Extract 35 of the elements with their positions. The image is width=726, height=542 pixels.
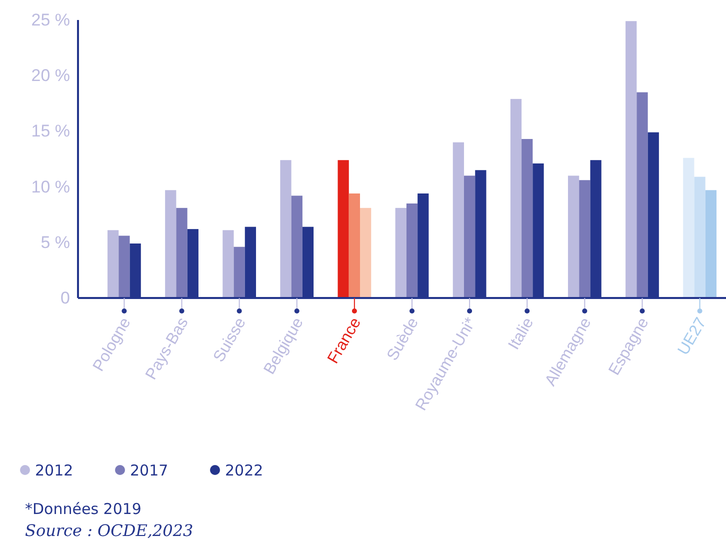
legend-label: 2012 [35,462,74,480]
bar [165,190,176,298]
legend-label: 2017 [130,462,168,480]
bar [291,196,302,298]
bar [626,21,637,298]
bar [280,160,292,298]
y-tick-label: 5 % [40,232,70,252]
bar [705,190,716,298]
bar [176,208,188,298]
bar [510,98,522,298]
bar [452,142,464,298]
y-tick-label: 20 % [31,66,70,86]
y-tick-label: 10 % [31,177,70,196]
bar [234,246,245,298]
bar [683,158,694,298]
bar [222,230,234,298]
y-tick-label: 25 % [31,10,70,30]
bar [348,193,360,298]
bar [360,208,372,298]
bar [338,160,349,298]
legend-label: 2022 [225,462,264,480]
bar [118,236,130,298]
bar [636,92,648,298]
y-tick-label: 0 [60,288,70,308]
bar [406,203,418,298]
bar [579,180,590,298]
bar [568,176,580,298]
text: *Données 2019 [25,500,142,518]
bar [108,230,119,298]
bar [522,138,533,298]
bar [395,208,406,298]
source-note: Source : OCDE,2023 [25,521,194,540]
y-tick-label: 15 % [31,122,70,141]
bar [694,176,706,298]
bar [464,176,476,298]
